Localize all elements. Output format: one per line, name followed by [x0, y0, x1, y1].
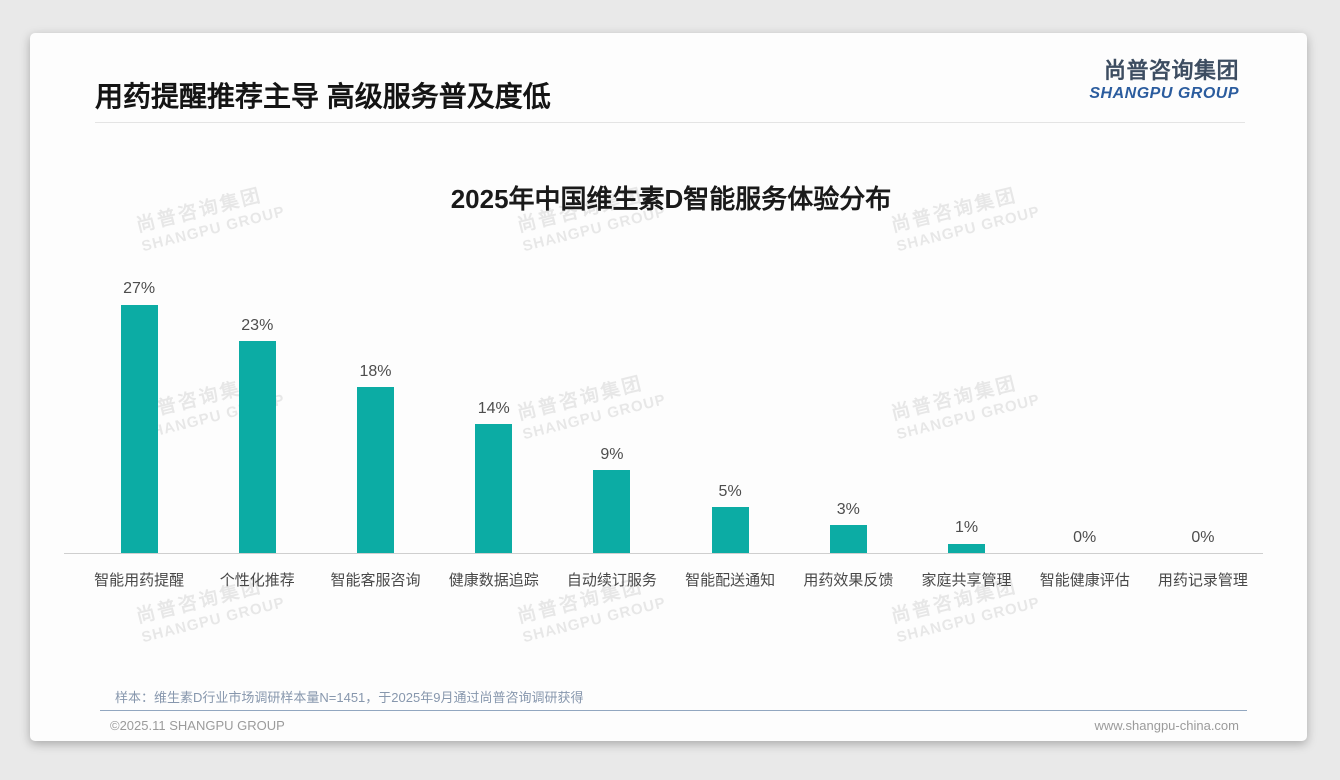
bar: [948, 543, 986, 553]
x-axis-label: 自动续订服务: [566, 572, 657, 589]
x-axis-label: 家庭共享管理: [921, 572, 1012, 589]
bar-column: 14%: [435, 277, 553, 553]
x-axis-label: 智能配送通知: [685, 572, 776, 589]
sample-footnote: 样本：维生素D行业市场调研样本量N=1451，于2025年9月通过尚普咨询调研获…: [115, 690, 584, 705]
bar-column: 3%: [789, 277, 907, 553]
bar-value-label: 0%: [1191, 528, 1215, 546]
page-title: 用药提醒推荐主导 高级服务普及度低: [95, 81, 551, 112]
bar-value-label: 1%: [954, 519, 979, 537]
bar: [829, 525, 867, 553]
logo-english-name: SHANGPU GROUP: [1089, 85, 1239, 103]
x-axis-label: 个性化推荐: [219, 572, 295, 589]
footer-row: ©2025.11 SHANGPU GROUP www.shangpu-china…: [110, 718, 1239, 733]
bar-value-label: 14%: [477, 399, 510, 417]
slide-card: 尚普咨询集团 SHANGPU GROUP 尚普咨询集团 SHANGPU GROUP 尚普…: [30, 33, 1307, 741]
bar-value-label: 18%: [359, 363, 392, 381]
bar-value-label: 23%: [241, 317, 274, 335]
bar-value-label: 9%: [600, 445, 624, 463]
x-axis-line: [64, 553, 1263, 554]
bar-column: 18%: [316, 277, 434, 553]
logo-chinese-name: 尚普咨询集团: [1103, 58, 1239, 83]
bar-column: 27%: [80, 277, 198, 553]
company-logo: 尚普咨询集团 SHANGPU GROUP: [1089, 58, 1239, 103]
chart-title: 2025年中国维生素D智能服务体验分布: [450, 184, 892, 214]
bar-value-label: 27%: [123, 280, 156, 298]
bar: [357, 387, 394, 553]
bar-value-label: 3%: [836, 501, 860, 519]
x-axis-label: 智能用药提醒: [94, 572, 185, 589]
x-axis-label: 智能客服咨询: [330, 572, 421, 589]
bar: [593, 470, 631, 553]
bar-column: 9%: [553, 277, 671, 553]
footer-divider: [100, 710, 1247, 711]
x-axis-label: 用药记录管理: [1157, 572, 1248, 589]
x-axis-label: 智能健康评估: [1039, 572, 1130, 589]
copyright-text: ©2025.11 SHANGPU GROUP: [110, 718, 285, 733]
x-axis-label: 健康数据追踪: [448, 572, 539, 589]
bar: [711, 507, 749, 553]
bar: [238, 341, 276, 553]
bar-column: 0%: [1144, 277, 1262, 553]
header-divider: [95, 122, 1245, 123]
bar-chart-plot-area: 27% 23% 18% 14% 9% 5% 3% 1% 0% 0%: [80, 277, 1262, 553]
website-url: www.shangpu-china.com: [1094, 718, 1239, 733]
bar-value-label: 0%: [1073, 528, 1097, 546]
bar-column: 1%: [907, 277, 1025, 553]
x-axis-labels-row: 智能用药提醒 个性化推荐 智能客服咨询 健康数据追踪 自动续订服务 智能配送通知 用药效果反…: [80, 569, 1262, 590]
bar: [120, 304, 158, 553]
x-axis-label: 用药效果反馈: [803, 572, 894, 589]
bar-column: 23%: [198, 277, 316, 553]
bar: [475, 424, 513, 553]
bar-value-label: 5%: [718, 482, 742, 500]
bar-column: 0%: [1026, 277, 1144, 553]
bar-column: 5%: [671, 277, 789, 553]
